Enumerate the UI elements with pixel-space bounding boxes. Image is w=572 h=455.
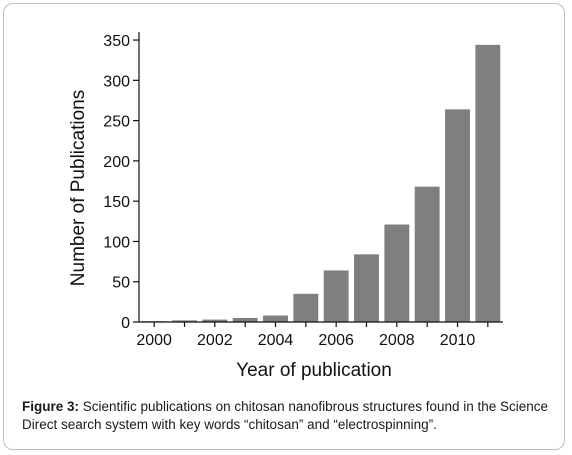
y-tick-label: 250: [103, 114, 130, 131]
y-tick-label: 200: [103, 154, 130, 171]
bar-2009: [414, 186, 440, 322]
bar-2010: [445, 109, 470, 322]
x-axis-label: Year of publication: [236, 360, 392, 381]
y-tick-label: 100: [103, 234, 130, 251]
bar-2003: [232, 317, 258, 322]
bar-chart: 0 50 100 150 200 250 300 350 2000 2002 2004 2006 200…: [68, 32, 503, 381]
x-tick-label: 2004: [258, 332, 294, 349]
bar-2007: [354, 254, 379, 322]
bar-2008: [384, 224, 410, 322]
y-tick-label: 350: [103, 33, 130, 50]
figure-caption: Figure 3: Scientific publications on chi…: [22, 398, 557, 434]
x-tick-label: 2006: [318, 332, 354, 349]
y-tick-label: 50: [112, 275, 130, 292]
bar-2002: [202, 319, 228, 322]
bar-2001: [172, 320, 197, 322]
bar-2006: [323, 270, 349, 322]
caption-text: Scientific publications on chitosan nano…: [22, 399, 549, 432]
bar-2004: [263, 315, 288, 322]
y-axis-label: Number of Publications: [68, 90, 89, 286]
y-tick-label: 150: [103, 194, 130, 211]
bar-2011: [475, 44, 501, 323]
x-tick-label: 2000: [136, 332, 172, 349]
figure-frame: [3, 3, 565, 450]
bar-2005: [293, 293, 319, 322]
y-tick-label: 0: [121, 315, 130, 332]
y-tick-label: 300: [103, 73, 130, 90]
caption-label: Figure 3:: [22, 399, 80, 414]
x-tick-label: 2002: [197, 332, 233, 349]
x-tick-label: 2010: [440, 332, 476, 349]
plot-area: 0 50 100 150 200 250 300 350 2000 2002 2004 2006 200…: [103, 32, 503, 349]
x-tick-label: 2008: [379, 332, 415, 349]
